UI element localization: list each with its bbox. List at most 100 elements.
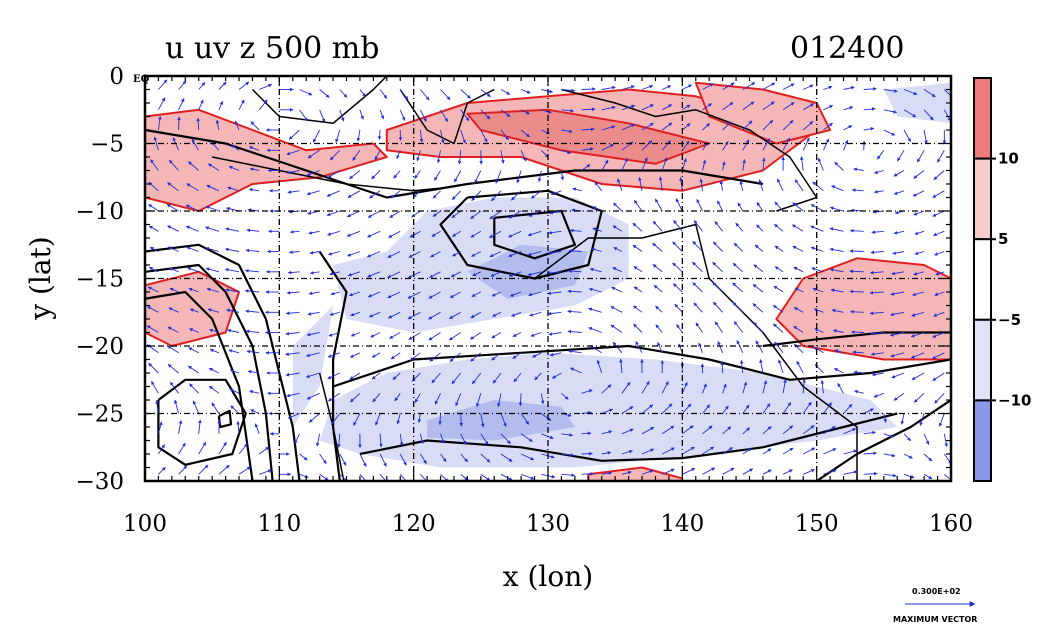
height-contour — [439, 189, 603, 280]
wind-vector — [377, 129, 382, 140]
wind-vector — [891, 372, 905, 379]
wind-vector — [732, 301, 744, 313]
wind-vector — [227, 328, 240, 333]
wind-vector — [776, 178, 784, 191]
wind-vector — [641, 157, 648, 171]
wind-vector — [430, 251, 441, 258]
wind-vector — [512, 332, 522, 338]
wind-vector — [148, 266, 159, 273]
wind-vector — [883, 453, 896, 458]
wind-vector — [870, 331, 884, 336]
wind-vector — [451, 372, 462, 385]
wind-vector — [601, 105, 616, 111]
wind-vector — [414, 393, 421, 403]
wind-vector — [247, 369, 260, 374]
wind-vector — [900, 413, 905, 425]
wind-vector — [476, 393, 482, 407]
wind-vector — [155, 400, 159, 414]
wind-vector — [829, 247, 844, 252]
wind-vector — [428, 311, 441, 320]
wind-vector — [793, 266, 804, 273]
wind-vector — [189, 308, 199, 313]
wind-vector — [196, 117, 200, 131]
wind-vector — [621, 470, 632, 475]
wind-vector — [480, 89, 491, 97]
wind-vector — [619, 358, 623, 374]
wind-vector — [250, 409, 260, 414]
wind-vector — [732, 262, 744, 273]
wind-vector — [733, 321, 744, 333]
wind-vector — [409, 230, 421, 238]
wind-vector — [306, 392, 320, 400]
wind-vector — [655, 324, 663, 333]
wind-vector — [914, 251, 925, 255]
wind-vector — [528, 210, 542, 217]
wind-vector — [813, 346, 824, 354]
wind-vector — [853, 167, 864, 172]
wind-vector — [328, 392, 341, 402]
wind-vector — [621, 428, 634, 435]
wind-vector — [224, 247, 240, 252]
wind-vector — [527, 271, 542, 277]
wind-vector — [234, 120, 240, 131]
wind-vector — [215, 119, 220, 131]
wind-vector — [520, 413, 530, 425]
wind-vector — [869, 270, 884, 275]
wind-vector — [661, 104, 673, 111]
wind-vector — [258, 446, 270, 455]
wind-vector — [188, 365, 199, 374]
wind-vector — [762, 138, 770, 151]
wind-vector — [550, 190, 562, 196]
wind-vector — [890, 352, 905, 358]
wind-vector — [294, 433, 300, 445]
wind-vector — [943, 89, 951, 99]
wind-vector — [390, 352, 401, 360]
positive-region — [145, 108, 388, 212]
wind-vector — [932, 372, 945, 381]
wind-vector — [633, 200, 643, 212]
wind-vector — [702, 425, 713, 435]
wind-vector — [254, 423, 260, 434]
wind-vector — [339, 473, 350, 481]
wind-vector — [933, 311, 945, 317]
wind-vector — [871, 230, 884, 234]
wind-vector — [778, 359, 784, 374]
wind-vector — [306, 352, 320, 358]
height-contour — [318, 250, 348, 481]
wind-vector — [682, 123, 691, 131]
wind-vector — [520, 473, 535, 480]
wind-vector — [702, 446, 715, 455]
wind-vector — [379, 89, 388, 99]
wind-vector — [937, 150, 945, 163]
wind-vector — [329, 311, 340, 316]
wind-vector — [662, 468, 675, 475]
wind-vector — [692, 241, 703, 252]
wind-vector — [742, 159, 746, 171]
vector-layer — [146, 79, 951, 481]
wind-vector — [349, 291, 361, 297]
wind-vector — [178, 465, 188, 475]
wind-vector — [299, 89, 313, 96]
wind-vector — [561, 109, 574, 113]
wind-vector — [371, 170, 381, 180]
wind-vector — [673, 220, 683, 232]
colorbar-swatch — [973, 77, 992, 160]
wind-vector — [774, 266, 784, 273]
wind-vector — [911, 311, 925, 317]
wind-vector — [205, 226, 220, 232]
wind-vector — [480, 413, 485, 428]
wind-vector — [722, 405, 729, 414]
wind-vector — [641, 85, 654, 90]
wind-vector — [695, 322, 703, 333]
wind-vector — [518, 393, 523, 407]
wind-vector — [621, 157, 628, 171]
wind-vector — [672, 262, 683, 273]
wind-vector — [168, 307, 179, 313]
wind-vector — [198, 464, 209, 475]
wind-vector — [823, 426, 836, 435]
wind-vector — [792, 202, 804, 212]
wind-vector — [167, 246, 179, 252]
wind-vector — [812, 181, 824, 192]
wind-vector — [862, 140, 866, 151]
